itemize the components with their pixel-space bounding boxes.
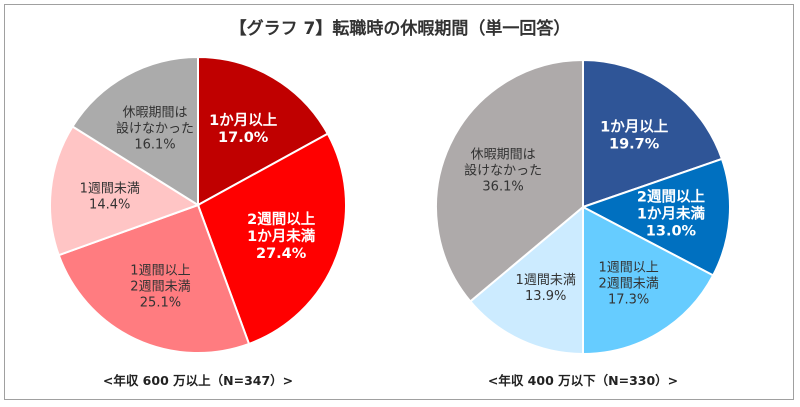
slice-label: 1週間以上 2週間未満 25.1% xyxy=(130,263,190,310)
slice-label: 1週間未満 13.9% xyxy=(516,273,576,304)
slice-label: 1週間未満 14.4% xyxy=(80,182,140,213)
slice-label: 1週間以上 2週間未満 17.3% xyxy=(598,260,658,307)
slice-label: 1か月以上 17.0% xyxy=(209,112,278,146)
slice-label: 休暇期間は設けなかった 16.1% xyxy=(116,105,194,152)
pie-slice xyxy=(71,55,199,207)
pie-slice xyxy=(435,58,584,303)
slice-label: 2週間以上 1か月未満 13.0% xyxy=(637,189,706,240)
pie-slice xyxy=(468,204,584,356)
caption-left: <年収 600 万以上（N=347）> xyxy=(102,373,294,388)
slice-label: 休暇期間は設けなかった 36.1% xyxy=(464,148,542,195)
caption-right: <年収 400 万以下（N=330）> xyxy=(487,373,679,388)
pie-slice xyxy=(57,203,251,354)
slice-label: 2週間以上 1か月未満 27.4% xyxy=(247,211,316,262)
pie-slice xyxy=(582,205,715,356)
pie-slice xyxy=(580,157,731,277)
pie-slice xyxy=(196,132,347,346)
slice-label: 1か月以上 19.7% xyxy=(600,119,669,153)
pie-slice xyxy=(197,55,330,207)
pie-slice xyxy=(49,125,201,257)
chart-title: 【グラフ 7】転職時の休暇期間（単一回答） xyxy=(229,19,571,39)
